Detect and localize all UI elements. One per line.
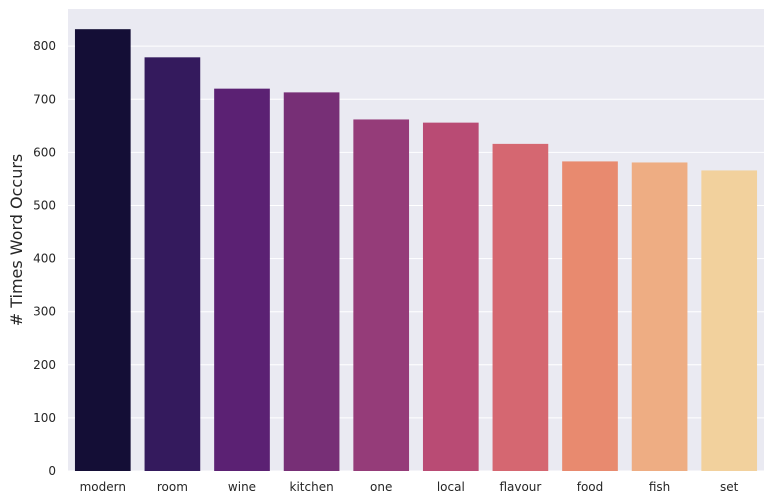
x-tick-label: flavour bbox=[499, 480, 541, 494]
bars bbox=[74, 29, 758, 472]
bar-fish bbox=[631, 162, 688, 471]
x-tick-label: fish bbox=[649, 480, 670, 494]
x-tick-label: food bbox=[577, 480, 604, 494]
bar-kitchen bbox=[283, 92, 340, 472]
y-tick-label: 300 bbox=[33, 305, 56, 319]
bar-room bbox=[144, 57, 201, 472]
y-tick-label: 700 bbox=[33, 92, 56, 106]
x-tick-label: wine bbox=[228, 480, 256, 494]
x-tick-label: room bbox=[157, 480, 188, 494]
x-tick-label: set bbox=[720, 480, 739, 494]
bar-set bbox=[701, 170, 758, 471]
y-tick-labels: 0 100 200 300 400 500 600 700 800 bbox=[33, 39, 56, 478]
bar-one bbox=[353, 119, 410, 471]
x-tick-label: kitchen bbox=[290, 480, 334, 494]
bar-modern bbox=[74, 29, 131, 471]
y-tick-label: 400 bbox=[33, 252, 56, 266]
y-tick-label: 600 bbox=[33, 145, 56, 159]
bar-local bbox=[422, 122, 479, 471]
bar-wine bbox=[214, 88, 270, 471]
y-tick-label: 0 bbox=[48, 464, 56, 478]
y-tick-label: 200 bbox=[33, 358, 56, 372]
y-axis-title: # Times Word Occurs bbox=[7, 154, 26, 327]
x-tick-label: one bbox=[370, 480, 392, 494]
y-tick-label: 500 bbox=[33, 198, 56, 212]
y-tick-label: 100 bbox=[33, 411, 56, 425]
x-tick-label: local bbox=[437, 480, 465, 494]
x-tick-labels: modern room wine kitchen one local flavour food… bbox=[80, 480, 739, 494]
y-tick-label: 800 bbox=[33, 39, 56, 53]
bar-flavour bbox=[492, 143, 549, 471]
bar-food bbox=[562, 161, 618, 471]
x-tick-label: modern bbox=[80, 480, 126, 494]
